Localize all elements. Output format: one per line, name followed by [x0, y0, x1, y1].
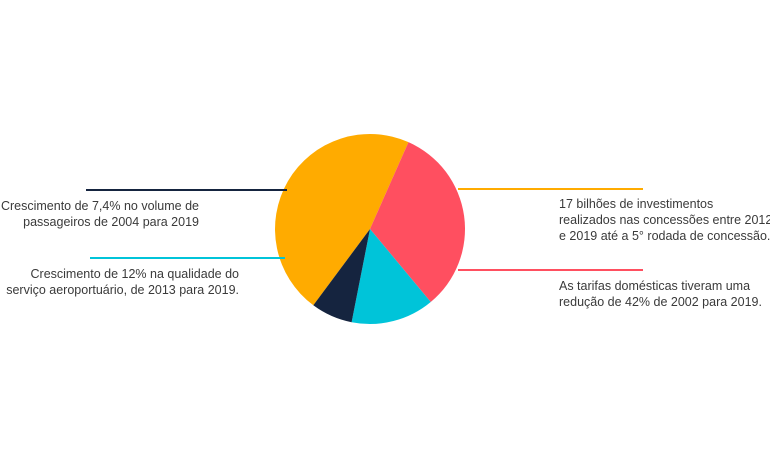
pie-slice-investments: [275, 134, 409, 306]
annotation-quality: Crescimento de 12% na qualidade do servi…: [6, 266, 239, 298]
pie-slices: [275, 134, 465, 324]
annotation-text: As tarifas domésticas tiveram uma: [559, 279, 751, 293]
annotation-investments: 17 bilhões de investimentos realizados n…: [559, 196, 770, 244]
annotation-text: passageiros de 2004 para 2019: [23, 215, 199, 229]
annotation-tariffs: As tarifas domésticas tiveram uma reduçã…: [559, 278, 762, 310]
annotation-text: e 2019 até a 5° rodada de concessão.: [559, 229, 770, 243]
annotation-text: redução de 42% de 2002 para 2019.: [559, 295, 762, 309]
annotation-text: 17 bilhões de investimentos: [559, 197, 714, 211]
pie-slice-quality: [351, 229, 431, 324]
annotation-text: Crescimento de 7,4% no volume de: [0, 199, 199, 213]
annotation-text: serviço aeroportuário, de 2013 para 2019…: [6, 283, 239, 297]
annotation-passengers: Crescimento de 7,4% no volume de passage…: [1, 198, 199, 230]
annotation-text: Crescimento de 12% na qualidade do: [30, 267, 239, 281]
pie-slice-tariffs: [370, 142, 465, 303]
annotation-text: realizados nas concessões entre 2012: [559, 213, 770, 227]
pie-slice-passengers: [313, 229, 370, 323]
